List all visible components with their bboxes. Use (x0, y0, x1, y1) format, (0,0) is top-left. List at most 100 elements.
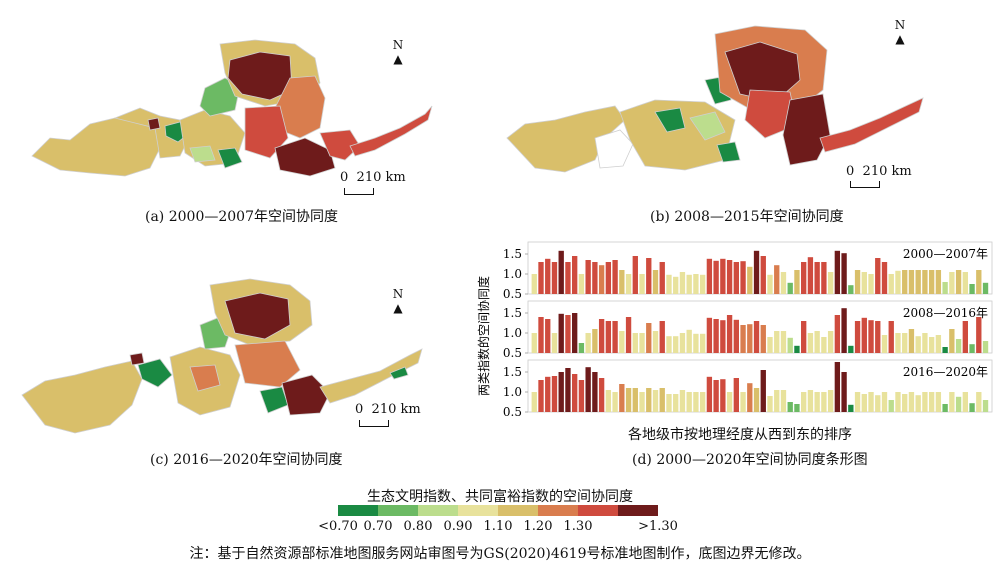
map-c-region-dark1 (129, 352, 145, 366)
bar (955, 396, 962, 412)
bar (679, 390, 686, 412)
bar (531, 333, 537, 353)
bar (551, 376, 558, 412)
bar (854, 270, 861, 294)
bar (585, 260, 591, 294)
bar (753, 388, 760, 412)
map-c-region-dark-north (224, 292, 291, 340)
bar (814, 262, 820, 294)
bar (666, 274, 672, 294)
legend-label: <0.70 (318, 519, 358, 534)
bar (753, 250, 760, 294)
bar (794, 404, 800, 412)
bar (774, 390, 780, 412)
bar (565, 315, 571, 353)
bar (585, 367, 591, 412)
bar (949, 392, 955, 412)
map-b-region-green2 (716, 141, 741, 163)
legend-label: >1.30 (638, 519, 678, 534)
bar (747, 383, 753, 412)
legend-swatch (338, 505, 378, 516)
bar (955, 339, 962, 353)
bar (915, 395, 921, 412)
bar (969, 344, 975, 353)
bar (659, 321, 665, 353)
caption-c: (c) 2016—2020年空间协同度 (150, 452, 343, 468)
bar (868, 274, 874, 294)
bar (592, 262, 598, 294)
bar (780, 272, 787, 294)
bar (585, 333, 591, 353)
map-b-region-dark-north (724, 41, 801, 103)
map-c-region-dark-east (281, 374, 331, 416)
bar (572, 313, 578, 353)
bar (787, 402, 793, 412)
bar (686, 329, 692, 353)
bar (612, 321, 618, 353)
bar (538, 317, 544, 353)
map-c-region-tail (319, 348, 423, 404)
bar (693, 333, 699, 353)
bar (881, 262, 888, 294)
series-label: 2016—2020年 (903, 365, 988, 379)
bar (565, 368, 571, 412)
bar (780, 390, 787, 412)
series-label: 2000—2007年 (903, 247, 988, 261)
bar (706, 317, 713, 353)
map-a-region-north-left (199, 77, 241, 117)
bar (713, 319, 719, 353)
bar (841, 372, 847, 412)
bar (578, 343, 585, 353)
map-b-region-light (689, 111, 726, 141)
bar (976, 270, 982, 294)
bar (821, 262, 827, 294)
bar (598, 378, 605, 412)
bar (740, 325, 746, 353)
bar (605, 321, 612, 353)
bar (659, 262, 665, 294)
bar (854, 392, 861, 412)
bar (814, 392, 820, 412)
bar (881, 335, 888, 353)
bar (538, 380, 544, 412)
panel-frame (527, 359, 993, 413)
bar (922, 392, 928, 412)
bar (848, 285, 854, 294)
footnote: 注：基于自然资源部标准地图服务网站审图号为GS(2020)4619号标准地图制作… (189, 546, 811, 562)
bar (686, 274, 692, 294)
bar (726, 392, 733, 412)
bar (558, 372, 564, 412)
bar (578, 274, 585, 294)
north-arrow-a: N ▲ (392, 38, 404, 66)
map-b-region-green1 (654, 107, 686, 133)
bar (699, 333, 706, 353)
bar (679, 333, 686, 353)
bar (551, 333, 558, 353)
scale-bar-c (359, 420, 389, 427)
bar (935, 335, 942, 353)
bar (774, 331, 780, 353)
caption-a: (a) 2000—2007年空间协同度 (145, 209, 338, 225)
bar (908, 270, 915, 294)
bar (605, 262, 612, 294)
bar (538, 262, 544, 294)
xlabel-d: 各地级市按地理经度从西到东的排序 (628, 427, 852, 443)
bar (875, 258, 881, 294)
bar (868, 392, 874, 412)
bar (558, 313, 564, 353)
caption-b: (b) 2008—2015年空间协同度 (650, 209, 844, 225)
bar (834, 362, 841, 412)
bar (908, 329, 915, 353)
bar-chart: 两类指数的空间协同度 0.5 1.0 1.5 2000—2007年 0.5 1.0 1.5 20… (476, 241, 993, 419)
bar (801, 392, 807, 412)
panel-frame (527, 241, 993, 295)
bar (875, 321, 881, 353)
bar (652, 331, 659, 353)
bar (962, 392, 968, 412)
bar (639, 274, 645, 294)
bar (895, 333, 901, 353)
bar (578, 380, 585, 412)
bar (558, 250, 564, 294)
bar (780, 331, 787, 353)
bar (801, 321, 807, 353)
